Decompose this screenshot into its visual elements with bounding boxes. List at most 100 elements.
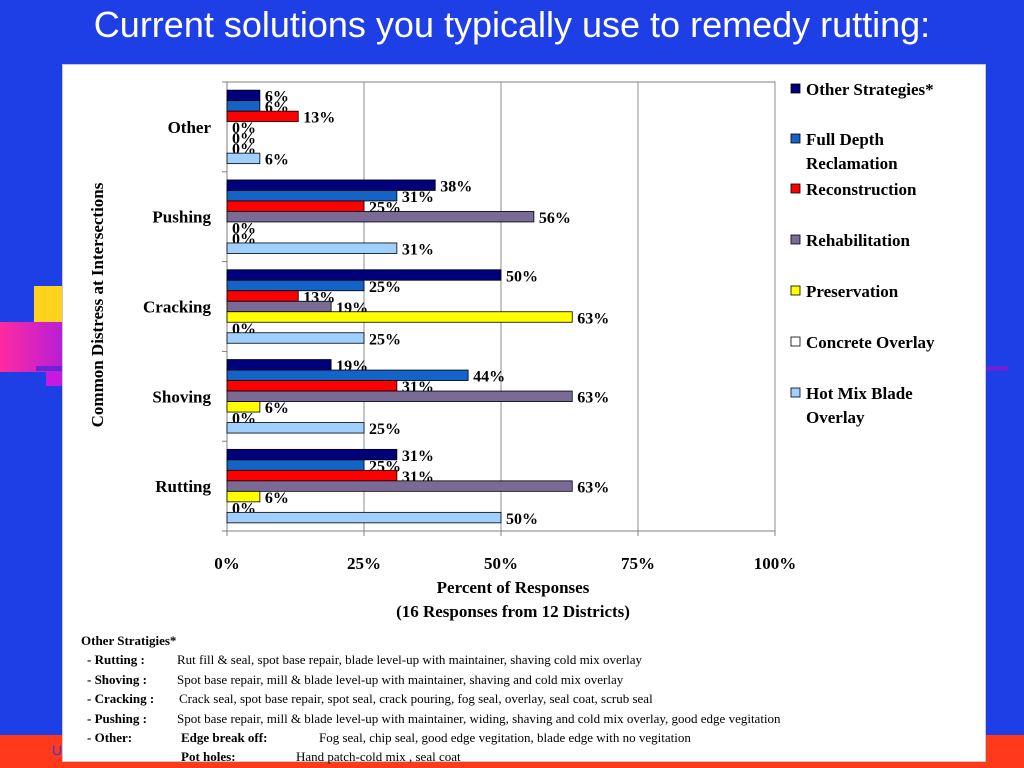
bar	[226, 110, 299, 123]
legend-swatch	[790, 387, 801, 398]
note-subkey: Edge break off:	[181, 730, 268, 746]
note-row-shoving: - Shoving : Spot base repair, mill & blad…	[81, 670, 971, 689]
bar	[226, 511, 502, 524]
decor-pink-block	[0, 322, 64, 372]
data-label: 56%	[539, 210, 571, 227]
bar	[226, 380, 398, 392]
bar	[226, 332, 365, 344]
bar-chart: 0% 25% 50% 75% 100%Other6%6%13%0%0%0%6%Pushi…	[88, 80, 935, 621]
data-label: 31%	[402, 448, 434, 465]
data-label: 6%	[265, 490, 289, 507]
legend-label: Reconstruction	[806, 180, 917, 199]
x-tick-label: 0%	[214, 554, 240, 573]
notes-title: Other Stratigies*	[81, 633, 177, 648]
bar	[226, 211, 535, 223]
legend-swatch	[790, 83, 801, 94]
data-label: 63%	[577, 310, 609, 327]
footer-text: U	[52, 742, 63, 758]
x-axis-title: Percent of Responses	[437, 578, 590, 597]
legend-swatch	[790, 234, 801, 245]
bar	[226, 279, 365, 292]
category-label: Rutting	[155, 477, 211, 496]
data-label: 13%	[303, 110, 335, 127]
legend-label: Concrete Overlay	[806, 333, 935, 352]
decor-magenta-block	[46, 372, 64, 386]
data-label: 6%	[265, 152, 289, 169]
note-text: Fog seal, chip seal, good edge vegitatio…	[319, 730, 691, 746]
data-label: 6%	[265, 400, 289, 417]
bar	[226, 401, 261, 413]
bar	[226, 469, 398, 482]
data-label: 63%	[577, 390, 609, 407]
note-subkey: Pot holes:	[181, 749, 236, 765]
decor-yellow-square	[34, 286, 64, 322]
data-label: 25%	[369, 421, 401, 438]
note-key: - Rutting :	[87, 652, 145, 668]
bar	[226, 311, 573, 323]
data-label: 0%	[232, 131, 256, 148]
legend-swatch	[790, 183, 801, 194]
note-row-pushing: - Pushing : Spot base repair, mill & blad…	[81, 709, 971, 728]
legend-label: Preservation	[806, 282, 899, 301]
x-tick-label: 75%	[621, 554, 655, 573]
note-text: Spot base repair, mill & blade level-up …	[177, 671, 624, 687]
data-label: 0%	[232, 120, 256, 137]
bar	[226, 242, 398, 254]
bar	[226, 269, 502, 281]
category-label: Pushing	[152, 208, 211, 227]
note-row-cracking: - Cracking : Crack seal, spot base repair…	[81, 689, 971, 708]
category-label: Cracking	[143, 298, 212, 317]
chart-panel: 0% 25% 50% 75% 100% Other 6% 6% 13% 0% 0% 0% 6% Pushi…	[62, 64, 986, 764]
data-label: 44%	[473, 369, 505, 386]
note-text: Hand patch-cold mix , seal coat	[296, 749, 461, 765]
bar	[226, 100, 261, 112]
notes-box: Other Stratigies* - Rutting : Rut fill & …	[81, 631, 971, 767]
bar	[226, 490, 261, 503]
data-label: 63%	[577, 479, 609, 496]
legend-label: Other Strategies*	[806, 80, 934, 99]
bar	[226, 459, 365, 471]
bar	[226, 480, 573, 492]
data-label: 31%	[402, 241, 434, 258]
category-label: Other	[168, 118, 212, 137]
y-axis-title: Common Distress at Intersections	[88, 182, 107, 427]
category-label: Shoving	[152, 387, 211, 406]
legend-label: Full Depth Reclamation	[806, 130, 898, 173]
bar	[226, 300, 332, 313]
note-row-potholes: Pot holes: Hand patch-cold mix , seal coa…	[81, 747, 971, 766]
note-text: Spot base repair, mill & blade level-up …	[177, 710, 781, 726]
slide-title: Current solutions you typically use to r…	[93, 4, 931, 45]
legend-label: Hot Mix Blade Overlay	[806, 384, 913, 427]
note-key: - Other:	[87, 730, 133, 746]
data-label: 31%	[402, 189, 434, 206]
data-label: 50%	[506, 268, 538, 285]
x-tick-label: 100%	[754, 554, 797, 573]
bar	[226, 290, 299, 302]
note-key: - Pushing :	[87, 710, 147, 726]
x-tick-label: 50%	[484, 554, 518, 573]
legend-swatch	[790, 285, 801, 296]
note-key: - Shoving :	[87, 671, 147, 687]
note-key: - Cracking :	[87, 691, 155, 707]
bar	[226, 200, 365, 212]
bar	[226, 390, 573, 402]
data-label: 25%	[369, 279, 401, 296]
note-text: Rut fill & seal, spot base repair, blade…	[177, 652, 643, 668]
note-row-other: - Other: Edge break off: Fog seal, chip se…	[81, 728, 971, 747]
x-tick-label: 25%	[347, 554, 381, 573]
data-label: 6%	[265, 89, 289, 106]
note-row-rutting: - Rutting : Rut fill & seal, spot base re…	[81, 650, 971, 669]
legend-swatch	[790, 336, 801, 347]
bar	[226, 89, 261, 102]
legend-swatch	[790, 133, 801, 144]
bar	[226, 422, 365, 434]
data-label: 50%	[506, 511, 538, 528]
bar	[226, 152, 261, 165]
data-label: 0%	[232, 220, 256, 237]
data-label: 25%	[369, 331, 401, 348]
data-label: 38%	[440, 178, 472, 195]
x-axis-subtitle: (16 Responses from 12 Districts)	[396, 602, 630, 621]
note-text: Crack seal, spot base repair, spot seal,…	[179, 691, 653, 707]
bar	[226, 359, 332, 371]
legend-label: Rehabilitation	[806, 231, 910, 250]
